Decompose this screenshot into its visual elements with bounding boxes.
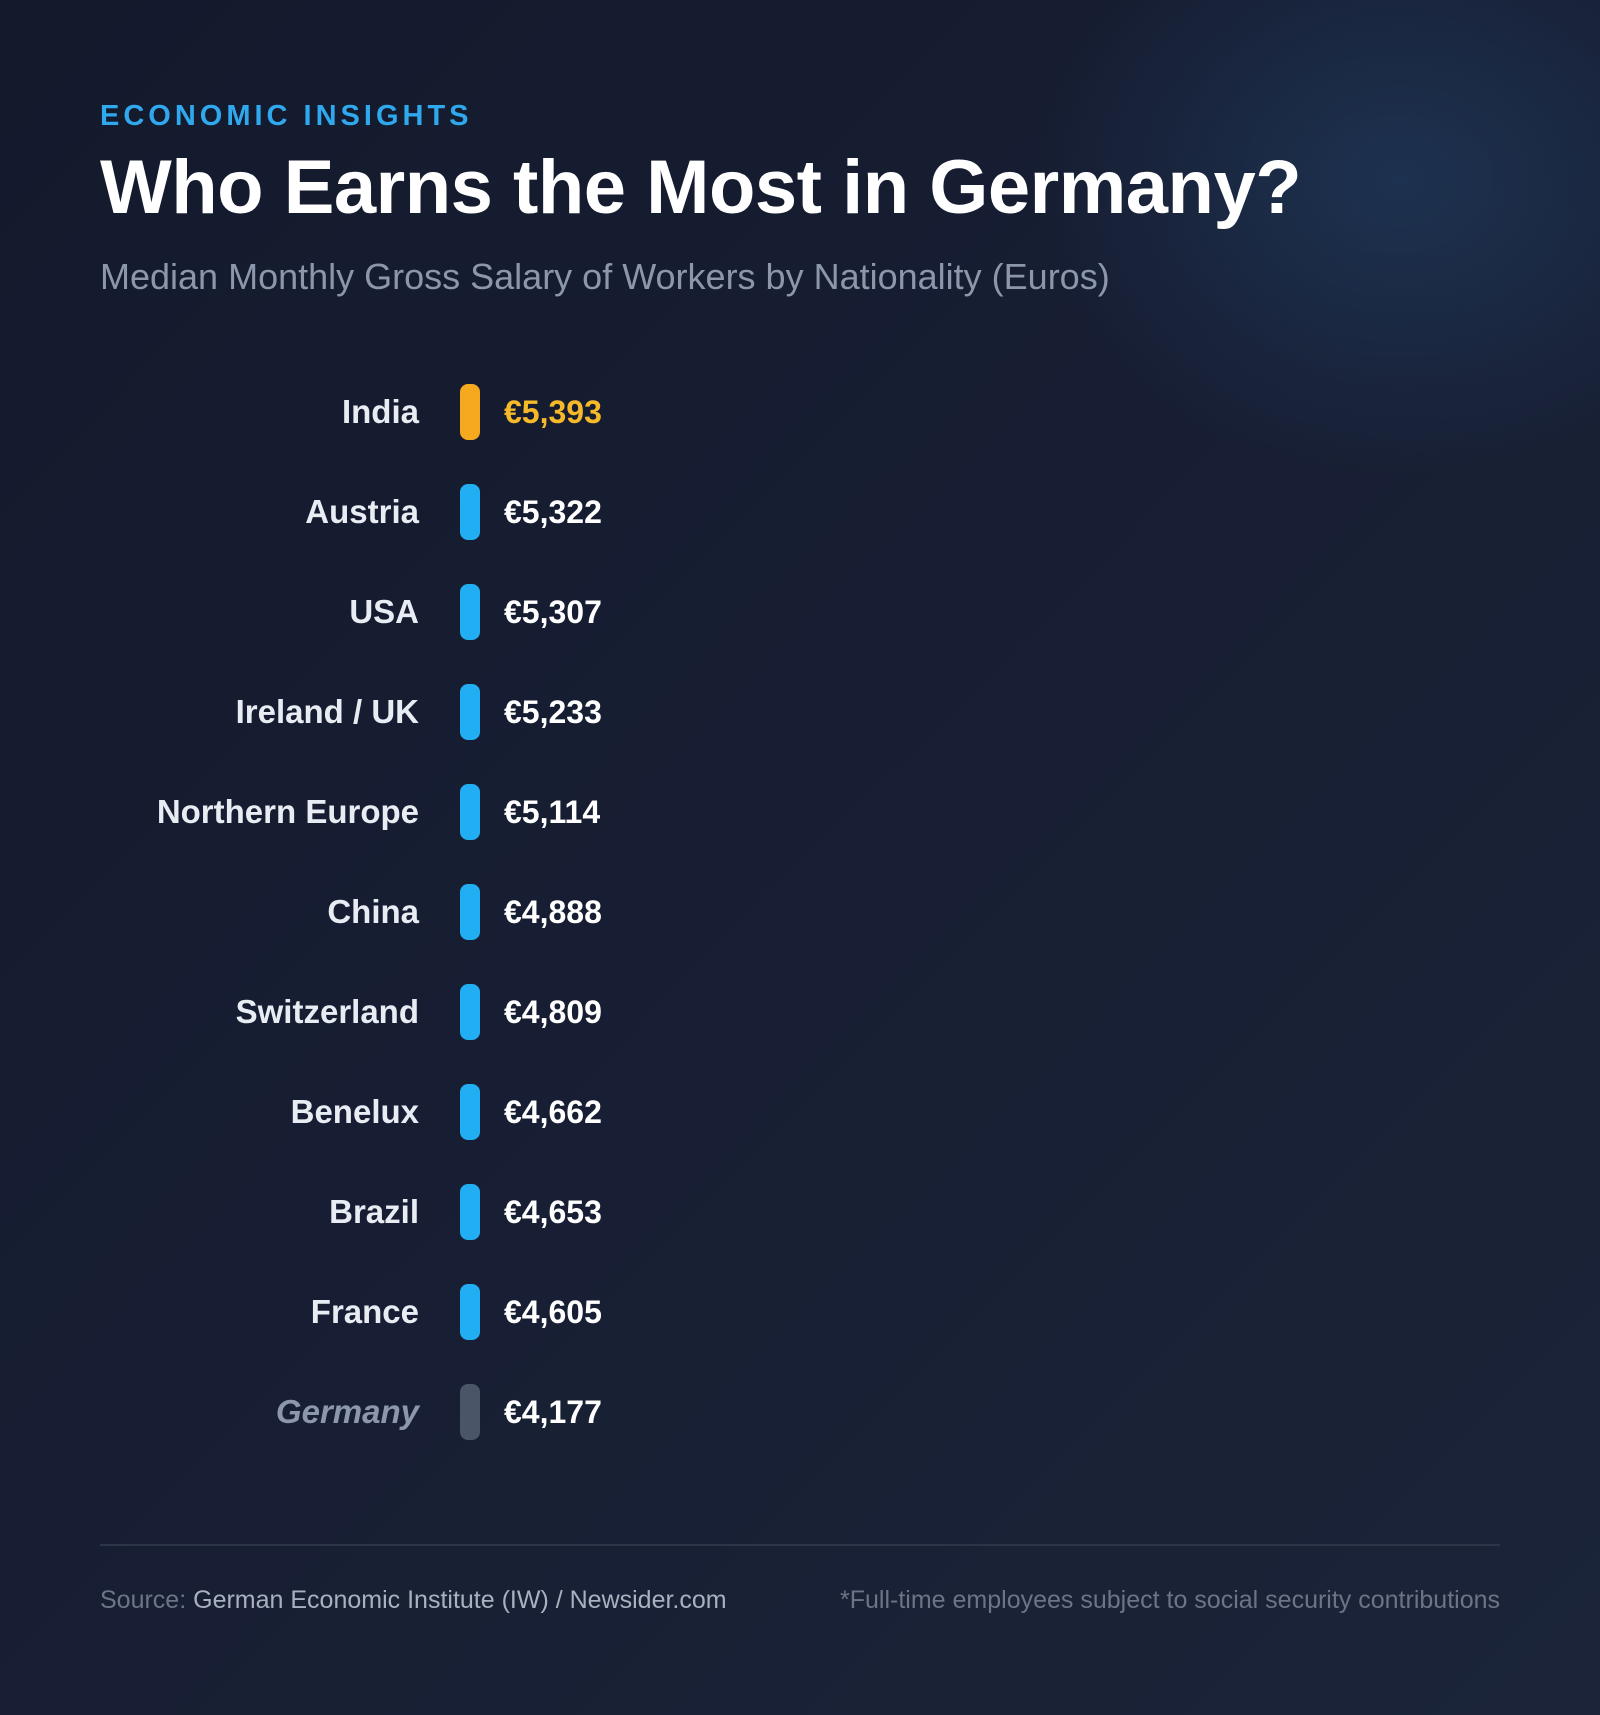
category-label-ireland-uk: Ireland / UK [236, 693, 420, 730]
value-label-brazil: €4,653 [504, 1194, 602, 1230]
page-subtitle: Median Monthly Gross Salary of Workers b… [100, 256, 1110, 297]
category-label-benelux: Benelux [291, 1093, 420, 1130]
category-label-france: France [311, 1293, 419, 1330]
page-title: Who Earns the Most in Germany? [100, 145, 1302, 230]
source-label: Source: [100, 1586, 187, 1614]
source-note: Source: German Economic Institute (IW) /… [100, 1586, 727, 1615]
value-label-usa: €5,307 [504, 594, 602, 630]
value-label-india: €5,393 [504, 394, 602, 430]
bar-chart: India €5,393 Austria €5,322 USA €5,307 Ireland… [157, 384, 602, 1440]
category-label-india: India [342, 393, 420, 430]
source-text: German Economic Institute (IW) / Newside… [193, 1586, 727, 1614]
footnote: *Full-time employees subject to social s… [840, 1586, 1500, 1614]
category-label-germany: Germany [276, 1393, 421, 1430]
value-label-northern-europe: €5,114 [504, 794, 600, 830]
value-label-china: €4,888 [504, 894, 602, 930]
bar-switzerland [460, 984, 480, 1040]
value-label-austria: €5,322 [504, 494, 602, 530]
bar-france [460, 1284, 480, 1340]
category-label-usa: USA [349, 593, 419, 630]
category-label-austria: Austria [305, 493, 419, 530]
value-label-switzerland: €4,809 [504, 994, 602, 1030]
bar-india [460, 384, 480, 440]
value-label-benelux: €4,662 [504, 1094, 602, 1130]
bar-austria [460, 484, 480, 540]
bar-brazil [460, 1184, 480, 1240]
value-label-france: €4,605 [504, 1294, 602, 1330]
bar-northern-europe [460, 784, 480, 840]
category-label-brazil: Brazil [329, 1193, 419, 1230]
bar-benelux [460, 1084, 480, 1140]
category-label-china: China [327, 893, 419, 930]
footer-divider [100, 1544, 1500, 1546]
category-label-switzerland: Switzerland [236, 993, 419, 1030]
kicker: ECONOMIC INSIGHTS [100, 100, 473, 132]
bar-germany [460, 1384, 480, 1440]
bar-china [460, 884, 480, 940]
value-label-ireland-uk: €5,233 [504, 694, 602, 730]
value-label-germany: €4,177 [504, 1394, 602, 1430]
bar-ireland-uk [460, 684, 480, 740]
bar-usa [460, 584, 480, 640]
category-label-northern-europe: Northern Europe [157, 793, 419, 830]
